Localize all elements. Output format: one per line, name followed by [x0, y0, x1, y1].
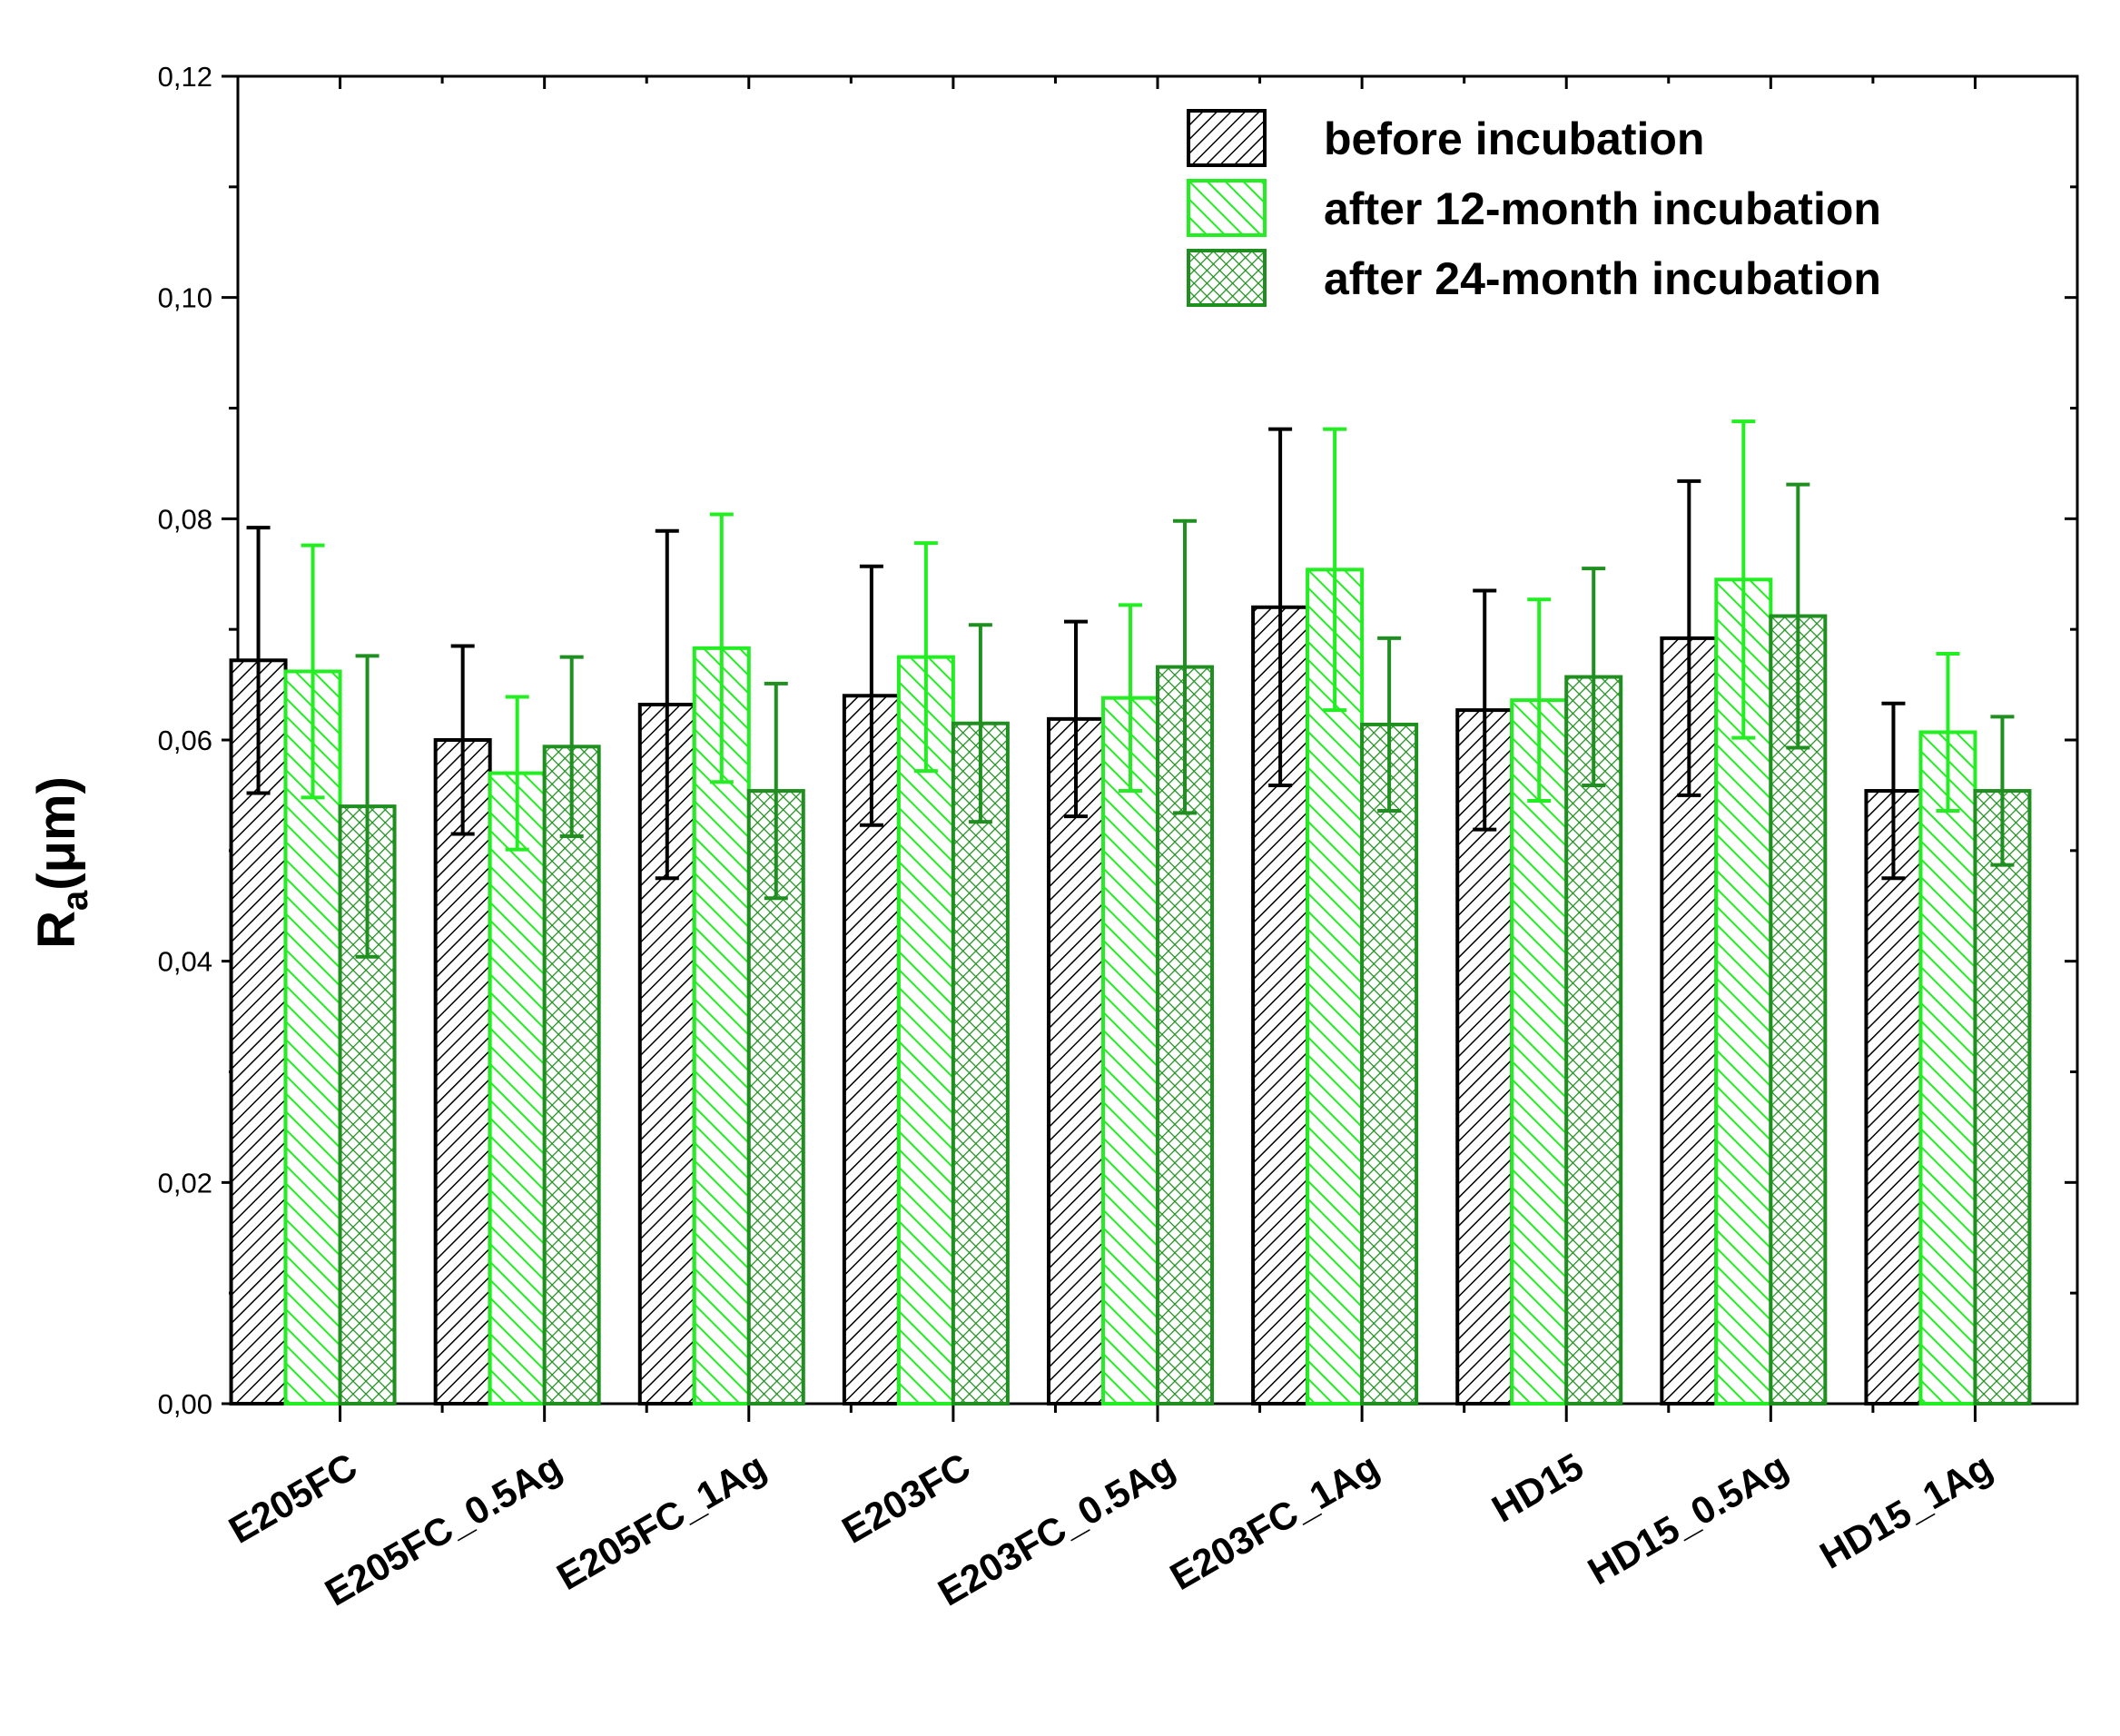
y-tick-labels: 0,00 0,02 0,04 0,06 0,08 0,10 0,12 — [158, 61, 212, 1420]
error-bar — [1323, 427, 1347, 713]
bar-2-1 — [542, 745, 601, 1406]
bar-0-6 — [1455, 708, 1514, 1406]
legend-label-0: before incubation — [1324, 113, 1704, 164]
y-tick-label: 0,08 — [158, 503, 212, 535]
x-category-label: E205FC_1Ag — [549, 1445, 773, 1598]
error-bar — [450, 644, 475, 836]
error-bar — [1377, 636, 1402, 813]
error-bar — [709, 512, 734, 784]
legend-swatch-0 — [1187, 109, 1267, 167]
error-bar — [1786, 482, 1810, 750]
x-category-label: HD15_1Ag — [1812, 1445, 1998, 1577]
x-category-label: E203FC_1Ag — [1163, 1445, 1386, 1598]
y-axis-label: Ra(μm) — [27, 776, 95, 949]
error-bar — [505, 695, 529, 852]
error-bar — [1064, 619, 1088, 819]
error-bars-group — [246, 419, 2015, 959]
x-category-label: HD15 — [1484, 1445, 1591, 1530]
bar-2-4 — [1156, 665, 1214, 1406]
error-bar — [764, 681, 788, 901]
y-tick-label: 0,10 — [158, 282, 212, 314]
error-bar — [913, 541, 938, 774]
legend: before incubation after 12-month incubati… — [1187, 109, 1881, 307]
y-tick-label: 0,02 — [158, 1167, 212, 1198]
error-bar — [968, 623, 992, 824]
error-bar — [655, 528, 679, 881]
legend-label-2: after 24-month incubation — [1324, 253, 1881, 304]
error-bar — [1173, 518, 1197, 815]
error-bar — [1881, 701, 1906, 881]
error-bar — [1990, 715, 2015, 867]
error-bar — [301, 543, 325, 800]
bar-1-3 — [896, 655, 955, 1406]
y-tick-label: 0,06 — [158, 725, 212, 756]
bar-2-3 — [951, 721, 1010, 1406]
legend-swatch-1 — [1187, 179, 1267, 237]
x-category-label: E205FC — [222, 1445, 364, 1552]
bar-0-1 — [433, 738, 492, 1406]
error-bar — [355, 654, 380, 959]
bar-2-8 — [1973, 789, 2032, 1406]
x-category-label: E203FC — [834, 1445, 977, 1552]
bar-1-8 — [1918, 730, 1977, 1406]
y-tick-label: 0,12 — [158, 61, 212, 93]
bar-2-5 — [1360, 722, 1419, 1406]
axis-ticks — [222, 74, 2077, 1422]
bar-1-4 — [1101, 695, 1159, 1406]
error-bar — [1582, 567, 1606, 787]
error-bar — [1119, 603, 1142, 794]
error-bar — [1268, 427, 1293, 787]
bar-1-6 — [1510, 698, 1569, 1406]
error-bar — [559, 655, 584, 838]
error-bar — [1677, 478, 1701, 797]
legend-label-1: after 12-month incubation — [1324, 183, 1881, 234]
y-tick-label: 0,04 — [158, 946, 212, 978]
error-bar — [1527, 597, 1552, 804]
error-bar — [859, 564, 883, 827]
error-bar — [1473, 588, 1497, 832]
error-bar — [1731, 419, 1756, 740]
x-category-label: HD15_0.5Ag — [1581, 1445, 1795, 1593]
y-tick-label: 0,00 — [158, 1388, 212, 1420]
bar-1-1 — [488, 771, 547, 1406]
error-bar — [1936, 651, 1960, 813]
bar-0-4 — [1047, 716, 1105, 1406]
legend-swatch-2 — [1187, 249, 1267, 307]
error-bar — [246, 526, 271, 795]
bar-0-8 — [1864, 789, 1923, 1406]
